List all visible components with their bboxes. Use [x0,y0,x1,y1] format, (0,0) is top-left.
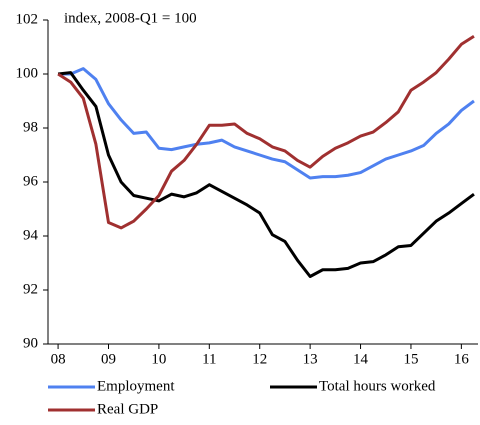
x-tick-label: 12 [252,351,267,367]
series-line [57,71,475,278]
annotation: index, 2008-Q1 = 100 [64,10,197,26]
x-tick-label: 13 [303,351,318,367]
legend-label: Real GDP [97,401,158,417]
y-tick-label: 94 [23,227,39,243]
x-tick-label: 15 [403,351,418,367]
legend-label: Employment [97,378,175,394]
x-tick-label: 08 [51,351,66,367]
y-tick-label: 100 [16,65,39,81]
legend-label: Total hours worked [319,378,436,394]
x-tick-label: 11 [202,351,216,367]
y-tick-label: 102 [16,11,39,27]
y-tick-label: 96 [23,173,39,189]
y-tick-label: 90 [23,335,38,351]
y-tick-label: 92 [23,281,38,297]
x-tick-label: 10 [151,351,166,367]
y-tick-label: 98 [23,119,38,135]
series-line [57,34,475,230]
series-line [58,67,475,180]
x-tick-label: 14 [353,351,369,367]
x-tick-label: 16 [454,351,470,367]
x-tick-label: 09 [101,351,116,367]
